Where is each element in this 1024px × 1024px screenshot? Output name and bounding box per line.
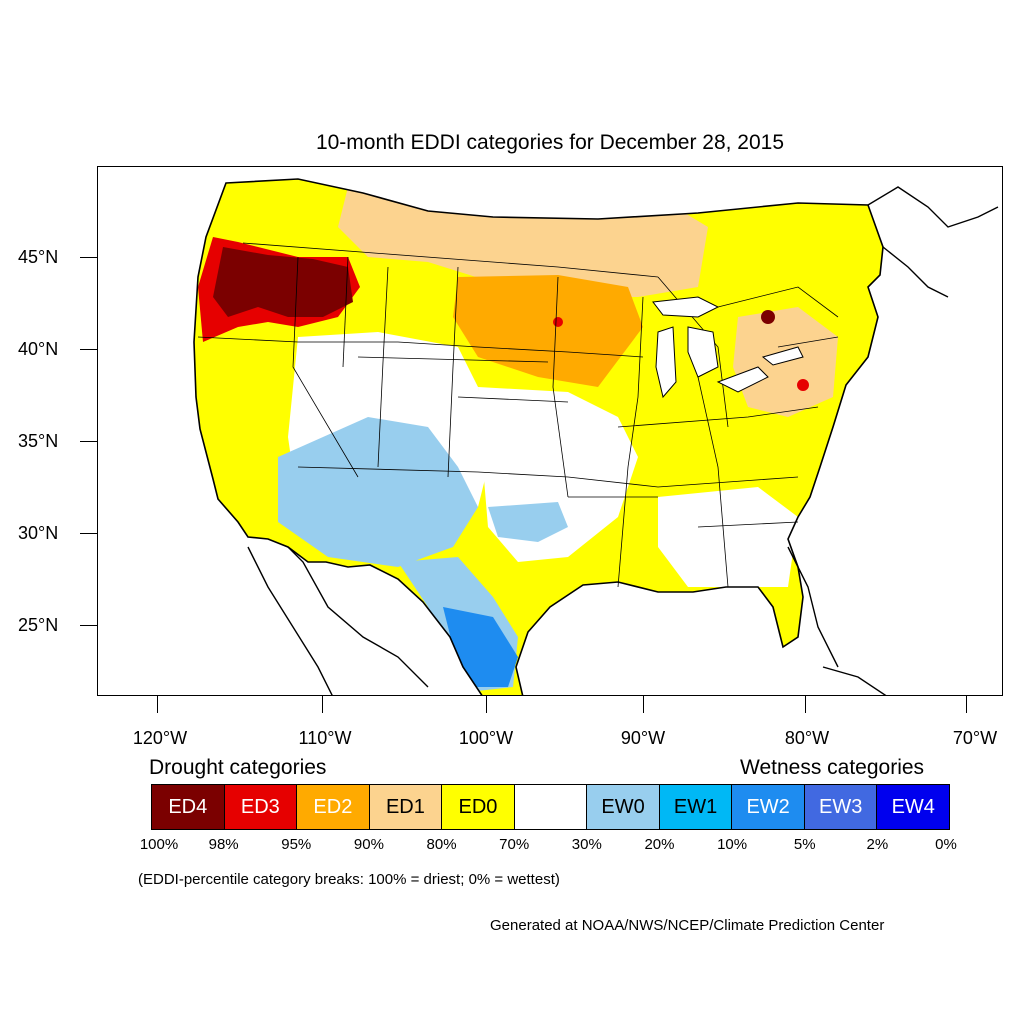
legend-break-label: 30%: [571, 836, 602, 853]
legend-break-label: 5%: [793, 836, 816, 853]
lon-tick: [486, 696, 487, 713]
legend-break-label: 95%: [281, 836, 312, 853]
map-title: 10-month EDDI categories for December 28…: [315, 131, 785, 154]
lat-tick: [80, 349, 97, 350]
legend-color-bar: ED4 ED3 ED2 ED1 ED0 EW0 EW1 EW2 EW3 EW4: [151, 784, 950, 830]
lon-tick: [643, 696, 644, 713]
legend-box-ew4: EW4: [877, 785, 950, 829]
legend-box-neutral: [514, 785, 588, 829]
lat-label-40: 40°N: [18, 339, 59, 359]
lon-label-70: 70°W: [952, 728, 998, 748]
lat-tick: [80, 257, 97, 258]
map-canvas: [193, 178, 999, 695]
legend-box-ed4: ED4: [152, 785, 225, 829]
lat-tick: [80, 441, 97, 442]
lat-label-35: 35°N: [18, 431, 59, 451]
legend-box-ew2: EW2: [732, 785, 805, 829]
lon-label-100: 100°W: [458, 728, 514, 748]
lon-tick: [966, 696, 967, 713]
legend-box-ed0: ED0: [442, 785, 515, 829]
credit-text: Generated at NOAA/NWS/NCEP/Climate Predi…: [490, 917, 885, 934]
legend-box-ed2: ED2: [297, 785, 370, 829]
lon-label-80: 80°W: [784, 728, 830, 748]
lon-tick: [805, 696, 806, 713]
legend-break-label: 10%: [717, 836, 748, 853]
drought-map: [97, 166, 1003, 696]
legend-note: (EDDI-percentile category breaks: 100% =…: [138, 871, 560, 888]
legend-box-ew0: EW0: [587, 785, 660, 829]
lat-label-45: 45°N: [18, 247, 59, 267]
legend-break-label: 100%: [139, 836, 179, 853]
legend-box-ed3: ED3: [224, 785, 298, 829]
drought-heading: Drought categories: [149, 756, 327, 779]
legend-break-label: 0%: [935, 836, 957, 853]
legend-break-label: 90%: [353, 836, 384, 853]
lon-label-110: 110°W: [298, 728, 352, 748]
legend-break-label: 98%: [208, 836, 239, 853]
lon-label-120: 120°W: [132, 728, 188, 748]
lon-tick: [157, 696, 158, 713]
lat-label-30: 30°N: [18, 523, 59, 543]
lon-tick: [322, 696, 323, 713]
lon-label-90: 90°W: [620, 728, 666, 748]
lat-label-25: 25°N: [18, 615, 59, 635]
legend-break-label: 2%: [866, 836, 889, 853]
wetness-heading: Wetness categories: [740, 756, 925, 779]
legend-break-label: 80%: [426, 836, 457, 853]
legend-box-ew1: EW1: [659, 785, 733, 829]
lat-tick: [80, 533, 97, 534]
legend-box-ew3: EW3: [804, 785, 878, 829]
legend-break-label: 20%: [644, 836, 675, 853]
legend-box-ed1: ED1: [369, 785, 443, 829]
lat-tick: [80, 625, 97, 626]
legend-break-label: 70%: [499, 836, 530, 853]
